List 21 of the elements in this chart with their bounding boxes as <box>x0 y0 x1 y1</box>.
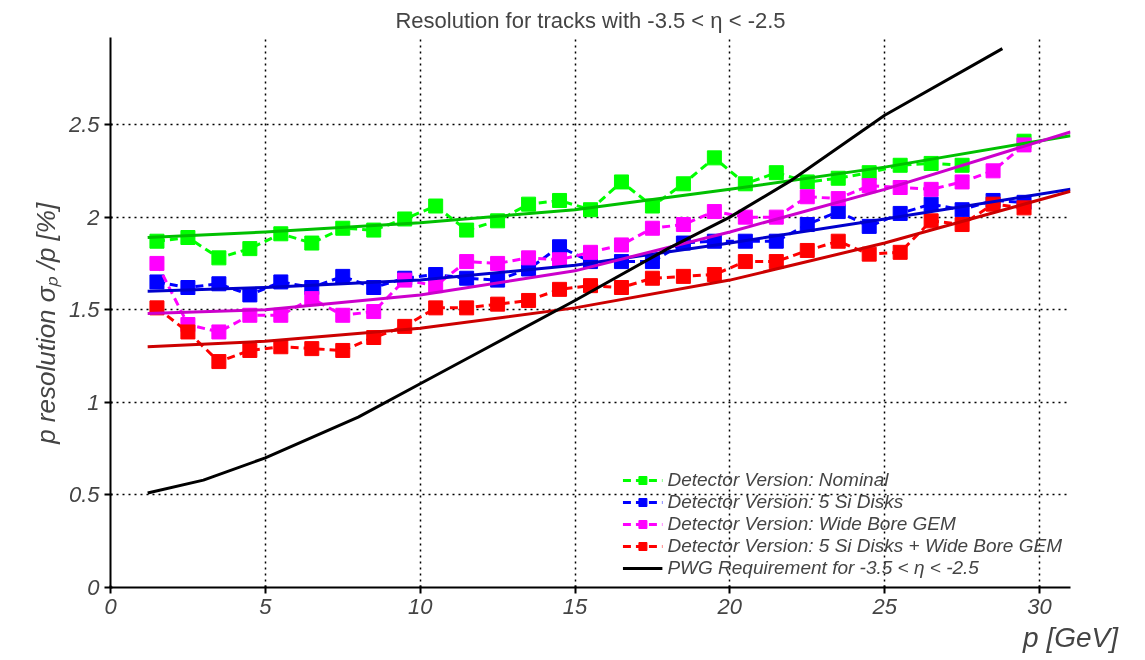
legend-label: Detector Version: 5 Si Disks + Wide Bore GEM <box>667 535 1062 557</box>
y-axis-title: p resolution σₚ /p [%] <box>30 202 62 445</box>
x-tick-label: 20 <box>716 593 743 619</box>
x-tick-label: 15 <box>562 593 589 619</box>
legend-label: Detector Version: 5 Si Disks <box>667 491 904 513</box>
y-tick-label: 2.5 <box>67 112 101 138</box>
chart-title: Resolution for tracks with -3.5 < η < -2.5 <box>395 7 786 33</box>
y-tick-label: 2 <box>86 204 100 230</box>
y-tick-label: 0 <box>87 575 101 600</box>
x-tick-label: 0 <box>104 593 118 619</box>
x-tick-label: 25 <box>871 593 898 619</box>
legend-label: Detector Version: Nominal <box>667 469 889 491</box>
y-tick-label: 1.5 <box>68 297 101 323</box>
y-tick-label: 0.5 <box>68 482 101 508</box>
legend-label: PWG Requirement for -3.5 < η < -2.5 <box>667 557 979 579</box>
x-axis-title: p [GeV] <box>1022 621 1120 653</box>
x-tick-label: 10 <box>407 593 434 619</box>
y-tick-label: 1 <box>87 389 100 415</box>
x-tick-label: 30 <box>1027 593 1053 619</box>
x-tick-label: 5 <box>259 593 273 619</box>
legend-label: Detector Version: Wide Bore GEM <box>667 513 956 535</box>
